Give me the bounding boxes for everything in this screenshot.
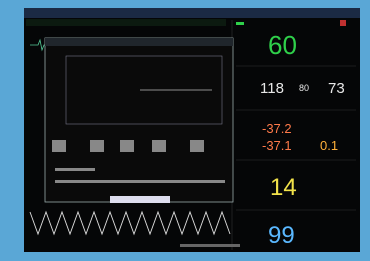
page: 60 118 80 73 -37.2 -37.1 0.1 14 99 (() =… — [0, 0, 370, 261]
field — [90, 140, 104, 152]
field — [55, 180, 225, 183]
heart-rate: 60 — [268, 30, 297, 60]
field — [152, 140, 166, 152]
temp-t2: -37.1 — [262, 138, 292, 153]
dialog-title-bar — [45, 38, 233, 46]
dialog-button[interactable] — [110, 196, 170, 203]
field — [55, 168, 95, 171]
field — [52, 140, 66, 152]
top-bar — [24, 8, 360, 18]
temp-delta: 0.1 — [320, 138, 338, 153]
nibp-diastolic: 80 — [299, 83, 309, 93]
spo2: 99 — [268, 222, 295, 249]
clock — [180, 244, 240, 247]
hr-label — [236, 22, 244, 25]
status-bar — [26, 19, 226, 26]
alarm-indicator — [340, 20, 346, 26]
respiration-rate: 14 — [270, 174, 297, 201]
nibp-mean: 73 — [328, 80, 345, 97]
dialog — [45, 38, 233, 202]
field — [120, 140, 134, 152]
monitor-screen: 60 118 80 73 -37.2 -37.1 0.1 14 99 — [0, 0, 370, 261]
field — [190, 140, 204, 152]
nibp-systolic: 118 — [260, 80, 284, 97]
temp-t1: -37.2 — [262, 121, 292, 136]
